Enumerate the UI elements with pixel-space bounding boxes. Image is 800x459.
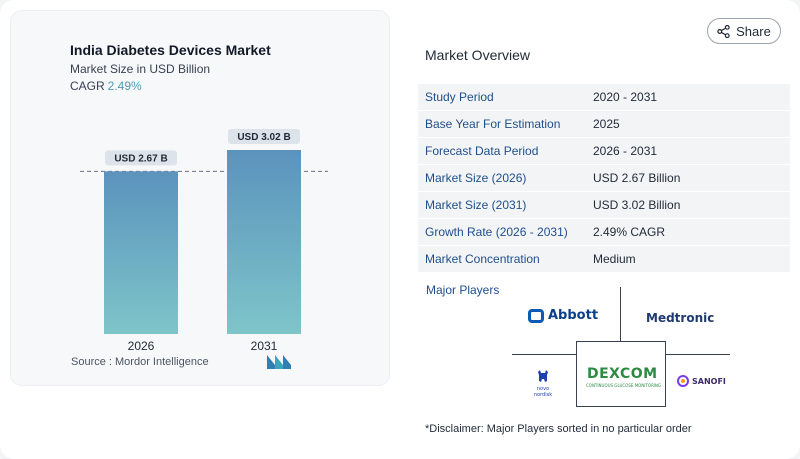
overview-title: Market Overview xyxy=(425,47,531,63)
cagr-label: CAGR xyxy=(70,79,105,93)
overview-value: 2026 - 2031 xyxy=(593,144,658,158)
share-icon xyxy=(717,24,730,38)
overview-label: Base Year For Estimation xyxy=(425,117,561,131)
sanofi-swirl-icon xyxy=(677,375,689,387)
data-label-bg xyxy=(228,129,300,144)
overview-row: Growth Rate (2026 - 2031) 2.49% CAGR xyxy=(418,219,790,245)
overview-value: USD 2.67 Billion xyxy=(593,171,681,185)
dexcom-logo: DEXCOM xyxy=(587,366,658,382)
overview-label: Growth Rate (2026 - 2031) xyxy=(425,225,568,239)
bar-2031 xyxy=(227,150,301,334)
overview-row: Study Period 2020 - 2031 xyxy=(418,84,790,110)
medtronic-logo: Medtronic xyxy=(646,311,715,325)
overview-row: Market Size (2026) USD 2.67 Billion xyxy=(418,165,790,191)
abbott-mark-icon xyxy=(528,308,544,323)
grid-divider xyxy=(620,287,621,341)
chart-source: Source : Mordor Intelligence xyxy=(71,356,209,368)
overview-label: Market Size (2026) xyxy=(425,171,527,185)
data-label: USD 2.67 B xyxy=(114,153,167,164)
sanofi-logo: SANOFI xyxy=(677,375,726,387)
overview-value: 2.49% CAGR xyxy=(593,225,666,239)
chart-subtitle: Market Size in USD Billion xyxy=(70,62,211,76)
share-button[interactable]: Share xyxy=(707,18,781,44)
bar-2026 xyxy=(104,171,178,334)
chart-card xyxy=(10,10,390,386)
x-tick-label: 2026 xyxy=(128,339,155,353)
overview-row: Forecast Data Period 2026 - 2031 xyxy=(418,138,790,164)
x-tick-label: 2031 xyxy=(251,339,278,353)
disclaimer: *Disclaimer: Major Players sorted in no … xyxy=(425,423,692,435)
dexcom-tagline: CONTINUOUS GLUCOSE MONITORING xyxy=(586,383,662,388)
bull-icon xyxy=(538,370,548,382)
chart-title: India Diabetes Devices Market xyxy=(70,42,271,58)
overview-value: 2020 - 2031 xyxy=(593,90,658,104)
grid-divider xyxy=(512,354,576,355)
bar-chart: USD 2.67 B 2026 USD 3.02 B 2031 xyxy=(80,129,328,353)
overview-value: 2025 xyxy=(593,117,620,131)
novo-nordisk-logo: novo nordisk xyxy=(528,368,558,398)
overview-row: Market Concentration Medium xyxy=(418,246,790,272)
cagr-value: 2.49% xyxy=(107,79,142,93)
overview-row: Base Year For Estimation 2025 xyxy=(418,111,790,137)
overview-row: Market Size (2031) USD 3.02 Billion xyxy=(418,192,790,218)
grid-divider xyxy=(666,354,730,355)
abbott-name: Abbott xyxy=(548,308,599,323)
major-players-title: Major Players xyxy=(426,283,500,297)
mordor-logo-icon xyxy=(267,355,291,369)
novo-nordisk-name: novo nordisk xyxy=(533,386,553,398)
data-label: USD 3.02 B xyxy=(237,132,290,143)
overview-value: USD 3.02 Billion xyxy=(593,198,681,212)
overview-label: Forecast Data Period xyxy=(425,144,539,158)
overview-label: Study Period xyxy=(425,90,494,104)
cagr: CAGR 2.49% xyxy=(70,79,142,93)
data-label-bg xyxy=(105,150,177,166)
sanofi-name: SANOFI xyxy=(692,376,726,386)
dexcom-highlight-box xyxy=(576,341,666,407)
overview-label: Market Size (2031) xyxy=(425,198,527,212)
overview-value: Medium xyxy=(593,252,636,266)
overview-label: Market Concentration xyxy=(425,252,540,266)
abbott-logo: Abbott xyxy=(528,308,598,323)
overview-table: Study Period 2020 - 2031 Base Year For E… xyxy=(418,84,790,273)
share-label: Share xyxy=(736,23,771,39)
